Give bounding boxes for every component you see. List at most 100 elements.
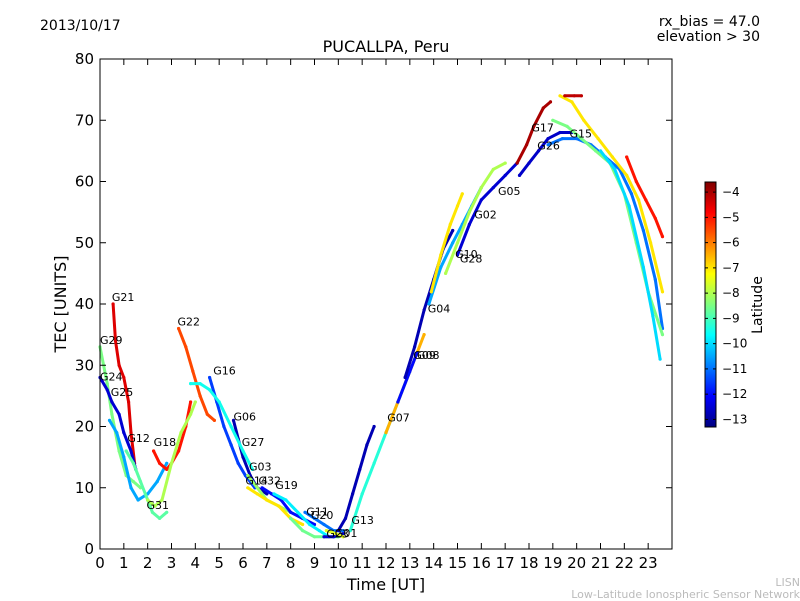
data-point [153,504,157,508]
data-point [272,492,276,496]
data-point [427,302,431,306]
data-point [241,455,245,459]
colorbar-tick-label: −9 [722,311,740,325]
series-line-g13 [336,425,376,533]
data-point [560,137,565,141]
x-tick-label: 23 [639,554,658,572]
data-point [212,418,216,422]
data-point [117,412,121,416]
x-tick-label: 13 [400,554,419,572]
satellite-label-g27: G27 [242,436,265,449]
x-tick-label: 14 [424,554,443,572]
data-point [413,345,417,349]
satellite-label-g23: G23 [326,527,349,540]
data-point [525,143,529,147]
data-point [541,106,545,110]
data-point [467,210,471,214]
data-point [403,375,407,380]
data-point [208,388,212,392]
data-point [644,198,648,202]
satellite-label-g20: G20 [311,509,334,522]
y-tick-label: 10 [75,479,94,497]
data-point [296,510,300,514]
data-point [546,137,550,141]
satellite-label-g16: G16 [213,364,236,377]
satellite-label-g29: G29 [100,334,123,347]
data-point [429,290,433,294]
data-point [160,498,164,502]
data-point [563,94,567,98]
x-tick-label: 9 [310,554,320,572]
x-tick-label: 6 [238,554,248,572]
colorbar-tick-label: −11 [722,362,747,376]
data-point [451,228,455,233]
colorbar-tick-label: −8 [722,286,740,300]
data-point [236,461,240,465]
data-point [596,137,600,141]
data-point [146,498,150,502]
satellite-label-g04: G04 [428,303,451,316]
data-point [324,529,328,533]
x-axis-label: Time [UT] [346,575,425,594]
satellite-label-g14: G14 [245,475,268,488]
satellite-label-g02: G02 [474,208,497,221]
data-point [117,449,121,453]
data-point [158,516,162,521]
satellite-label-g06: G06 [234,410,257,423]
data-point [169,461,174,465]
series-line-g15b [558,94,664,294]
colorbar-tick-label: −6 [722,236,740,250]
x-tick-label: 11 [353,554,372,572]
data-point [289,516,293,521]
data-point [527,161,531,165]
data-point [565,124,569,128]
data-point [658,357,662,361]
data-point [358,467,362,471]
data-point [150,510,154,514]
data-point [198,382,202,386]
data-point [165,510,169,514]
data-point [270,492,274,496]
data-point [341,535,345,539]
data-point [177,449,181,453]
x-tick-label: 7 [262,554,272,572]
data-point [479,186,483,190]
data-point [439,253,443,257]
data-point [558,94,562,98]
data-point [177,326,181,331]
data-point [155,480,159,484]
series-g13 [336,424,376,533]
data-point [439,265,443,269]
data-point [117,363,121,367]
data-point [551,118,555,122]
data-point [365,443,369,447]
data-point [205,412,209,416]
colorbar-tick-label: −10 [722,337,747,351]
data-point [129,449,133,453]
series-g01 [324,529,345,539]
data-point [579,137,584,141]
data-point [422,333,426,337]
data-point [451,241,455,245]
data-point [301,529,305,533]
data-point [179,431,183,435]
y-tick-label: 0 [84,540,94,558]
satellite-label-g03: G03 [249,461,272,474]
data-point [343,516,348,521]
satellite-label-g28: G28 [460,252,483,265]
data-point [198,394,202,398]
data-point [649,241,653,245]
y-axis-label: TEC [UNITS] [51,256,70,354]
data-point [594,149,598,153]
data-point [122,455,126,459]
data-point [396,400,400,404]
series-g02 [444,161,507,275]
data-point [598,149,603,153]
data-point [625,155,629,159]
data-point [158,461,162,465]
data-point [351,492,355,496]
data-point [641,265,646,269]
data-point [243,473,247,478]
series-g27 [189,382,255,471]
